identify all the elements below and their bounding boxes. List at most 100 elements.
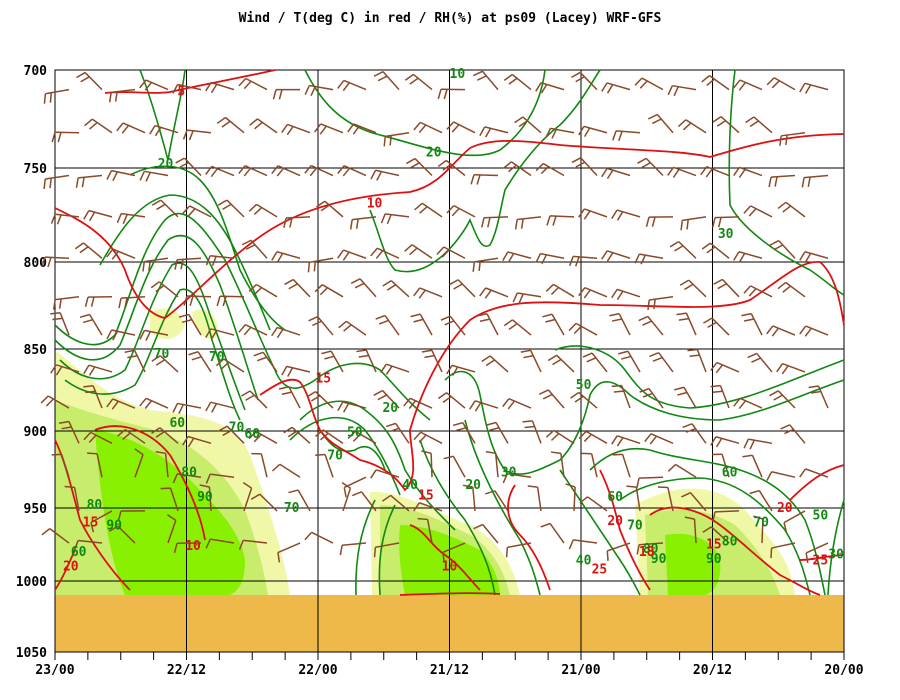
wind-barb [316,200,344,218]
rh-contour-label: 90 [651,552,667,567]
wind-barb [777,201,806,218]
wind-barb [647,113,674,134]
wind-barb [151,199,179,218]
wind-barb [106,398,136,410]
wind-barb [155,450,169,478]
wind-barb [676,312,697,336]
wind-barb [535,162,565,177]
wind-barb [251,452,268,478]
wind-barb [116,212,146,224]
rh-contour-label: 60 [71,545,87,560]
wind-barb [83,364,113,376]
temperature-contour-label: 20 [63,559,79,574]
wind-barb [50,364,80,376]
wind-barb [766,470,796,481]
wind-barb [314,284,344,298]
wind-barb [636,542,664,555]
wind-barb [667,463,697,478]
wind-barb [278,386,301,409]
wind-barb [611,288,641,301]
wind-barb [41,528,70,544]
wind-barb [343,476,367,498]
wind-barb [742,454,763,478]
wind-barb [83,384,103,409]
wind-barb [568,539,598,550]
wind-barb [446,121,476,134]
wind-barb [178,313,202,336]
wind-barb [582,352,608,373]
wind-barb [375,314,400,336]
wind-barb [546,215,575,226]
wind-barb [248,430,278,444]
wind-barb [373,389,400,409]
wind-barb [40,395,70,409]
wind-barb [83,431,113,444]
wind-barb [611,384,631,409]
rh-contour [299,400,456,531]
wind-barb [307,257,334,273]
wind-barb [437,392,466,409]
temp-contour [399,592,501,596]
wind-barb [470,173,499,185]
rh-contour [59,262,246,411]
rh-contour-label: 70 [327,449,343,464]
wind-barb [370,469,400,479]
temp-contour [104,69,276,94]
wind-barb [437,88,466,100]
rh-contour-label: 30 [828,548,844,563]
wind-barb [479,126,509,138]
wind-barb [611,435,641,447]
wind-barb [370,247,400,259]
rh-contour-label: 50 [347,426,363,441]
x-tick-label: 21/12 [430,663,469,678]
wind-barb [281,123,311,136]
wind-barb [647,296,674,311]
wind-barb [637,157,664,177]
wind-barb [205,328,235,340]
rh-contour-label: 80 [722,535,738,550]
wind-barb [304,84,334,96]
rh-70-region-3 [192,309,219,339]
wind-barb [76,71,103,91]
wind-barb [545,429,575,444]
wind-barb [106,169,136,182]
wind-barb [710,361,740,374]
wind-barb [217,199,245,218]
temperature-contour-label: 20 [777,501,793,516]
wind-barb [337,401,367,413]
wind-barb [349,216,377,230]
wind-barb [571,157,598,177]
wind-barb [308,315,334,336]
rh-contour-label: 60 [607,490,623,505]
rh-contour-label: 60 [722,466,738,481]
wind-barb [174,257,202,270]
wind-barb [743,285,773,298]
wind-barb [512,292,542,304]
wind-barb [238,165,268,177]
wind-barb [151,355,179,373]
wind-barb [805,542,829,563]
wind-barb [304,531,334,544]
wind-barb [611,209,641,221]
rh-contour-label: 70 [627,519,643,534]
rh-contour [289,416,401,496]
wind-barb [733,251,763,263]
temperature-contour-labels: 5 10 15 15 10 10 15 20 25 20 18 15 20 25 [63,85,828,578]
temperature-contour-label: 18 [639,545,655,560]
wind-barb [380,213,410,225]
wind-barb [770,542,796,559]
wind-barb [469,400,499,412]
temperature-contour-label: 15 [418,489,434,504]
wind-barb [522,420,542,444]
wind-barb [472,257,499,272]
wind-barb [578,430,608,444]
rh-90-region [95,430,245,595]
wind-barb [241,390,268,409]
wind-barb [710,384,730,409]
wind-barb [347,123,377,135]
wind-barb [385,422,410,444]
wind-barb [117,428,146,444]
wind-barb [403,397,433,409]
wind-barb [477,313,499,336]
wind-barb [601,167,631,180]
